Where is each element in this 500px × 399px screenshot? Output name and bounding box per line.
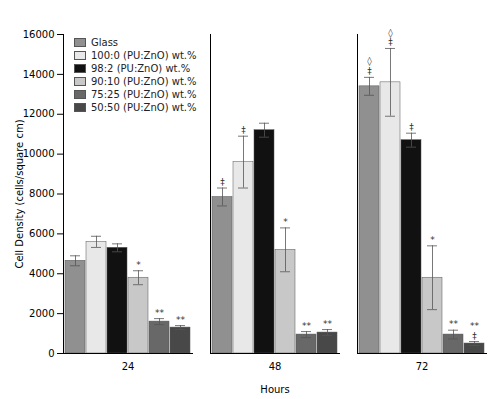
svg-text:◊‡: ◊‡ [367,56,372,76]
svg-text:Cell Density (cells/square cm): Cell Density (cells/square cm) [14,119,25,268]
svg-text:**: ** [449,319,459,329]
svg-text:4000: 4000 [29,268,54,279]
html-text:100:0 (PU:ZnO) wt.%: 100:0 (PU:ZnO) wt.% [91,50,197,61]
svg-text:**: ** [323,319,333,329]
svg-text:0: 0 [48,348,54,359]
svg-text:◊‡: ◊‡ [388,28,393,48]
svg-text:**‡: **‡ [470,321,480,341]
svg-text:‡: ‡ [220,177,225,187]
svg-text:2000: 2000 [29,308,54,319]
svg-text:24: 24 [122,361,135,372]
svg-text:12000: 12000 [23,108,55,119]
svg-text:48: 48 [269,361,282,372]
svg-text:*: * [136,260,141,270]
svg-text:*: * [430,235,435,245]
svg-text:14000: 14000 [23,69,55,80]
html-text:75:25 (PU:ZnO) wt.%: 75:25 (PU:ZnO) wt.% [91,89,197,100]
svg-text:72: 72 [416,361,429,372]
svg-text:‡: ‡ [409,122,414,132]
svg-text:**: ** [176,315,186,325]
svg-text:10000: 10000 [23,148,55,159]
svg-text:‡: ‡ [241,125,246,135]
html-text:98:2 (PU:ZnO) wt.%: 98:2 (PU:ZnO) wt.% [91,63,191,74]
svg-text:16000: 16000 [23,29,55,40]
html-text:Glass: Glass [91,37,119,48]
svg-text:*: * [283,217,288,227]
svg-text:**: ** [155,308,165,318]
svg-text:8000: 8000 [29,188,54,199]
html-text:50:50 (PU:ZnO) wt.%: 50:50 (PU:ZnO) wt.% [91,102,197,113]
svg-text:Hours: Hours [260,384,289,395]
svg-text:**: ** [302,321,312,331]
svg-text:6000: 6000 [29,228,54,239]
html-text:90:10 (PU:ZnO) wt.%: 90:10 (PU:ZnO) wt.% [91,76,197,87]
